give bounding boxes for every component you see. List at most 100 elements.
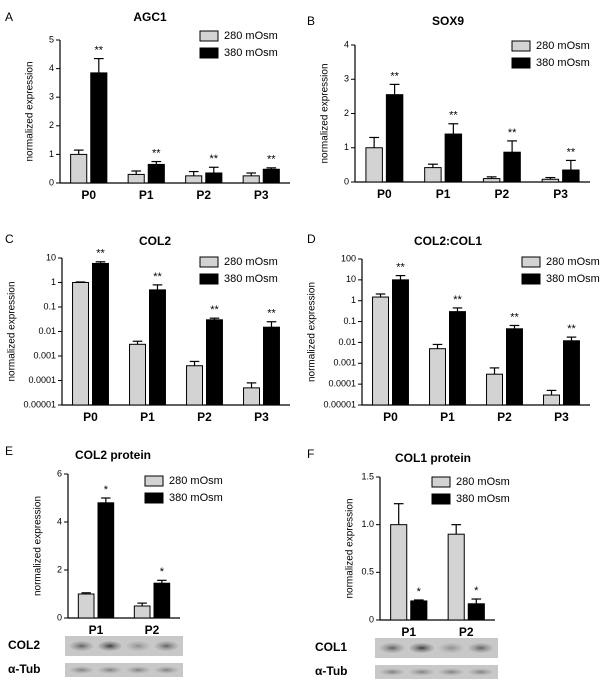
legend-label: 280 mOsm xyxy=(536,40,590,52)
legend-label: 380 mOsm xyxy=(169,492,223,504)
error-bar xyxy=(75,281,86,283)
bar xyxy=(410,600,428,621)
bar xyxy=(205,172,223,184)
significance: * xyxy=(104,484,109,496)
significance: ** xyxy=(95,44,104,56)
y-tick-label: 4 xyxy=(49,63,54,73)
y-tick-label: 1.0 xyxy=(361,519,374,529)
bar xyxy=(147,163,165,184)
panel-letter: D xyxy=(307,232,316,246)
error-bar xyxy=(151,160,162,165)
chart-title: COL2:COL1 xyxy=(414,234,482,248)
blot-band xyxy=(98,641,122,651)
bar xyxy=(372,296,390,406)
blot-image xyxy=(375,665,498,679)
error-bar xyxy=(489,367,500,375)
error-bar xyxy=(546,389,557,396)
error-bar xyxy=(132,340,143,345)
x-tick-label: P2 xyxy=(497,410,512,424)
y-tick-label: 0.0001 xyxy=(28,375,56,385)
bar xyxy=(429,348,447,406)
error-bar xyxy=(507,140,518,153)
error-bar xyxy=(393,503,404,525)
error-bar xyxy=(157,579,167,584)
blot-band xyxy=(154,641,179,651)
x-tick-label: P2 xyxy=(495,187,510,201)
bar xyxy=(72,282,90,406)
error-bar xyxy=(471,598,482,604)
legend-label: 280 mOsm xyxy=(224,256,278,268)
bar xyxy=(449,311,466,406)
legend-swatch xyxy=(144,475,164,487)
blot-band xyxy=(409,643,435,653)
x-tick-label: P1 xyxy=(140,410,155,424)
x-tick-label: P0 xyxy=(83,410,98,424)
chart-title: COL2 xyxy=(139,234,171,248)
legend-label: 280 mOsm xyxy=(169,475,223,487)
legend-swatch xyxy=(521,273,541,285)
panel-letter: F xyxy=(307,447,314,461)
blot-label: COL2 xyxy=(8,638,40,652)
x-tick-label: P2 xyxy=(196,188,211,202)
y-tick-label: 0 xyxy=(369,614,374,624)
y-tick-label: 3 xyxy=(49,92,54,102)
error-bar xyxy=(413,599,424,601)
bar xyxy=(90,72,108,184)
bar xyxy=(206,319,223,406)
error-bar xyxy=(137,602,147,606)
significance: ** xyxy=(449,110,458,122)
x-tick-label: P3 xyxy=(254,188,269,202)
error-bar xyxy=(452,307,463,312)
bar xyxy=(424,167,442,183)
legend-swatch xyxy=(199,30,219,42)
error-bar xyxy=(93,57,104,73)
y-axis-label: normalized expression xyxy=(307,282,318,382)
bar xyxy=(92,262,109,406)
blot-band xyxy=(126,666,150,674)
error-bar xyxy=(375,293,386,298)
bar xyxy=(385,94,404,183)
y-tick-label: 0.00001 xyxy=(23,399,56,409)
error-bar xyxy=(246,172,257,176)
y-tick-label: 0.00001 xyxy=(323,399,356,409)
y-axis-label: normalized expression xyxy=(345,498,356,598)
blot-band xyxy=(468,643,494,653)
panel-letter: B xyxy=(307,14,315,28)
y-tick-label: 0 xyxy=(344,176,349,186)
x-tick-label: P1 xyxy=(139,188,154,202)
significance: * xyxy=(474,585,479,597)
x-tick-label: P0 xyxy=(383,410,398,424)
significance: ** xyxy=(96,248,105,260)
panel-letter: A xyxy=(5,10,13,24)
error-bar xyxy=(427,163,438,168)
y-axis-label: normalized expression xyxy=(33,496,44,596)
y-tick-label: 4 xyxy=(344,39,349,49)
y-axis-label: normalized expression xyxy=(25,61,36,161)
error-bar xyxy=(565,159,576,171)
legend-swatch xyxy=(431,493,451,505)
y-tick-label: 0.001 xyxy=(333,358,356,368)
chart-title: COL2 protein xyxy=(75,448,151,462)
error-bar xyxy=(101,497,111,503)
x-tick-label: P3 xyxy=(554,410,569,424)
significance: ** xyxy=(567,323,576,335)
x-tick-label: P1 xyxy=(440,410,455,424)
x-tick-label: P2 xyxy=(145,623,160,637)
bar xyxy=(503,151,521,183)
blot-band xyxy=(438,668,464,676)
error-bar xyxy=(395,274,406,280)
bar xyxy=(186,365,203,406)
bar xyxy=(127,173,145,184)
bar xyxy=(129,343,146,406)
chart-title: SOX9 xyxy=(432,14,464,28)
error-bar xyxy=(509,324,520,329)
error-bar xyxy=(81,592,91,594)
legend-swatch xyxy=(511,40,531,52)
blot-band xyxy=(468,668,494,676)
error-bar xyxy=(209,317,220,320)
y-tick-label: 0.01 xyxy=(38,326,56,336)
legend-label: 280 mOsm xyxy=(546,256,600,268)
bar xyxy=(185,175,203,184)
y-tick-label: 10 xyxy=(46,252,56,262)
bar xyxy=(486,373,504,406)
